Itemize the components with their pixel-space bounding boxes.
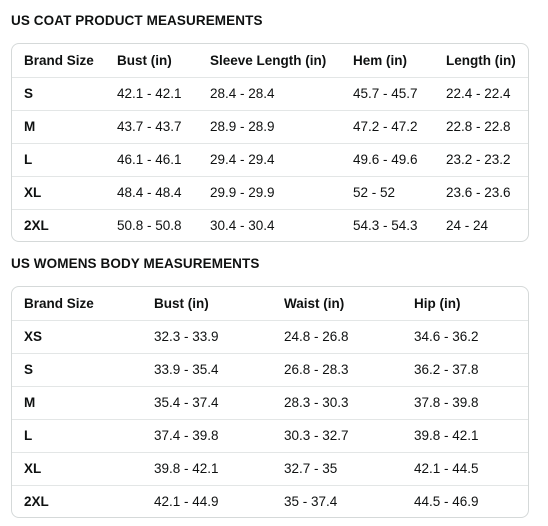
column-header-bust: Bust (in) <box>117 52 172 68</box>
sleeve-length-cell: 28.4 - 28.4 <box>210 86 275 101</box>
size-cell: S <box>24 86 34 101</box>
table-row: L 46.1 - 46.1 29.4 - 29.4 49.6 - 49.6 23… <box>12 143 528 176</box>
hem-cell: 52 - 52 <box>353 185 396 200</box>
bust-cell: 32.3 - 33.9 <box>154 329 219 344</box>
length-cell: 23.6 - 23.6 <box>446 185 511 200</box>
size-cell: S <box>24 362 34 377</box>
table-row: S 42.1 - 42.1 28.4 - 28.4 45.7 - 45.7 22… <box>12 77 528 110</box>
coat-measurements-table-card: Brand Size Bust (in) Sleeve Length (in) … <box>11 43 529 242</box>
table-row: XS 32.3 - 33.9 24.8 - 26.8 34.6 - 36.2 <box>12 320 528 353</box>
hip-cell: 42.1 - 44.5 <box>414 461 479 476</box>
table-header-row: Brand Size Bust (in) Waist (in) Hip (in) <box>12 287 528 320</box>
table-row: 2XL 42.1 - 44.9 35 - 37.4 44.5 - 46.9 <box>12 485 528 517</box>
column-header-length: Length (in) <box>446 52 516 68</box>
bust-cell: 42.1 - 42.1 <box>117 86 182 101</box>
column-header-waist: Waist (in) <box>284 295 345 311</box>
waist-cell: 32.7 - 35 <box>284 461 338 476</box>
size-cell: 2XL <box>24 494 49 510</box>
bust-cell: 33.9 - 35.4 <box>154 362 219 377</box>
hip-cell: 36.2 - 37.8 <box>414 362 479 377</box>
coat-measurements-title: US COAT PRODUCT MEASUREMENTS <box>11 13 263 28</box>
hip-cell: 44.5 - 46.9 <box>414 494 479 510</box>
bust-cell: 37.4 - 39.8 <box>154 428 219 443</box>
bust-cell: 35.4 - 37.4 <box>154 395 219 410</box>
table-row: 2XL 50.8 - 50.8 30.4 - 30.4 54.3 - 54.3 … <box>12 209 528 241</box>
hip-cell: 39.8 - 42.1 <box>414 428 479 443</box>
bust-cell: 42.1 - 44.9 <box>154 494 219 510</box>
length-cell: 24 - 24 <box>446 218 489 234</box>
size-cell: M <box>24 395 36 410</box>
column-header-brand-size: Brand Size <box>24 295 94 311</box>
column-header-brand-size: Brand Size <box>24 52 94 68</box>
coat-measurements-table: Brand Size Bust (in) Sleeve Length (in) … <box>12 44 528 241</box>
hip-cell: 34.6 - 36.2 <box>414 329 479 344</box>
bust-cell: 46.1 - 46.1 <box>117 152 182 167</box>
column-header-hem: Hem (in) <box>353 52 407 68</box>
bust-cell: 48.4 - 48.4 <box>117 185 182 200</box>
waist-cell: 30.3 - 32.7 <box>284 428 349 443</box>
length-cell: 22.8 - 22.8 <box>446 119 511 134</box>
waist-cell: 35 - 37.4 <box>284 494 338 510</box>
sleeve-length-cell: 29.4 - 29.4 <box>210 152 275 167</box>
body-measurements-title: US WOMENS BODY MEASUREMENTS <box>11 256 260 271</box>
waist-cell: 26.8 - 28.3 <box>284 362 349 377</box>
size-cell: L <box>24 428 33 443</box>
size-cell: M <box>24 119 36 134</box>
size-cell: XS <box>24 329 43 344</box>
hem-cell: 47.2 - 47.2 <box>353 119 418 134</box>
sleeve-length-cell: 29.9 - 29.9 <box>210 185 275 200</box>
table-row: M 43.7 - 43.7 28.9 - 28.9 47.2 - 47.2 22… <box>12 110 528 143</box>
sleeve-length-cell: 28.9 - 28.9 <box>210 119 275 134</box>
bust-cell: 43.7 - 43.7 <box>117 119 182 134</box>
hip-cell: 37.8 - 39.8 <box>414 395 479 410</box>
body-measurements-table-card: Brand Size Bust (in) Waist (in) Hip (in)… <box>11 286 529 518</box>
table-row: XL 48.4 - 48.4 29.9 - 29.9 52 - 52 23.6 … <box>12 176 528 209</box>
size-cell: XL <box>24 185 42 200</box>
column-header-sleeve-length: Sleeve Length (in) <box>210 52 327 68</box>
hem-cell: 54.3 - 54.3 <box>353 218 418 234</box>
waist-cell: 28.3 - 30.3 <box>284 395 349 410</box>
hem-cell: 49.6 - 49.6 <box>353 152 418 167</box>
table-row: S 33.9 - 35.4 26.8 - 28.3 36.2 - 37.8 <box>12 353 528 386</box>
length-cell: 22.4 - 22.4 <box>446 86 511 101</box>
length-cell: 23.2 - 23.2 <box>446 152 511 167</box>
table-row: L 37.4 - 39.8 30.3 - 32.7 39.8 - 42.1 <box>12 419 528 452</box>
bust-cell: 50.8 - 50.8 <box>117 218 182 234</box>
sleeve-length-cell: 30.4 - 30.4 <box>210 218 275 234</box>
column-header-bust: Bust (in) <box>154 295 209 311</box>
size-cell: XL <box>24 461 42 476</box>
hem-cell: 45.7 - 45.7 <box>353 86 418 101</box>
table-header-row: Brand Size Bust (in) Sleeve Length (in) … <box>12 44 528 77</box>
waist-cell: 24.8 - 26.8 <box>284 329 349 344</box>
bust-cell: 39.8 - 42.1 <box>154 461 219 476</box>
column-header-hip: Hip (in) <box>414 295 461 311</box>
table-row: XL 39.8 - 42.1 32.7 - 35 42.1 - 44.5 <box>12 452 528 485</box>
size-cell: 2XL <box>24 218 49 234</box>
table-row: M 35.4 - 37.4 28.3 - 30.3 37.8 - 39.8 <box>12 386 528 419</box>
size-cell: L <box>24 152 33 167</box>
body-measurements-table: Brand Size Bust (in) Waist (in) Hip (in)… <box>12 287 528 517</box>
